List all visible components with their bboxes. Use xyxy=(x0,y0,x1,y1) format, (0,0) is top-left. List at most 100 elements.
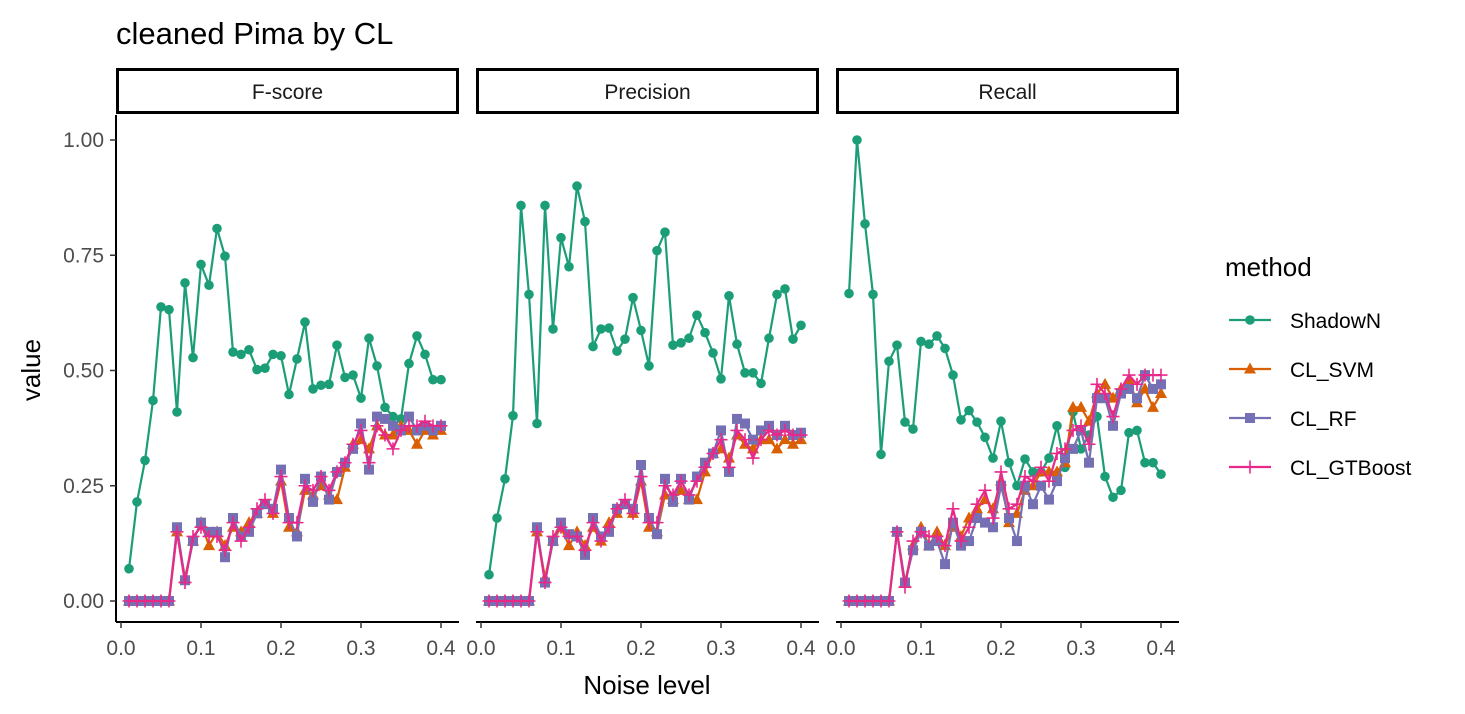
data-point xyxy=(668,340,678,350)
data-point xyxy=(698,460,712,474)
data-point xyxy=(1075,400,1087,412)
data-point xyxy=(732,413,742,424)
data-point xyxy=(538,576,552,590)
data-point xyxy=(914,525,928,539)
data-point xyxy=(996,416,1006,427)
data-point xyxy=(332,340,342,350)
series-shadown xyxy=(484,181,806,580)
y-tick-label: 0.25 xyxy=(63,475,104,498)
data-point xyxy=(1028,499,1038,510)
data-point xyxy=(356,418,366,429)
data-point xyxy=(370,419,384,433)
data-point xyxy=(500,474,510,484)
data-point xyxy=(228,347,238,357)
data-point xyxy=(1020,454,1030,464)
x-tick-label: 0.3 xyxy=(1066,637,1095,660)
data-point xyxy=(1034,460,1048,474)
x-tick-label: 0.3 xyxy=(706,637,735,660)
data-point xyxy=(924,339,934,350)
data-point xyxy=(938,539,952,553)
series-shadown xyxy=(124,223,446,574)
data-point xyxy=(284,389,294,400)
data-point xyxy=(1074,419,1088,433)
data-point xyxy=(1002,502,1016,516)
data-point xyxy=(924,540,934,551)
data-point xyxy=(964,536,974,547)
data-point xyxy=(860,219,870,229)
series-line xyxy=(847,138,1162,499)
data-point xyxy=(946,502,960,516)
data-point xyxy=(618,493,632,507)
data-point xyxy=(178,576,192,590)
data-point xyxy=(162,594,176,608)
data-point xyxy=(1052,476,1062,487)
data-point xyxy=(730,423,744,437)
data-point xyxy=(714,433,728,447)
data-point xyxy=(1036,480,1046,491)
data-point xyxy=(588,341,598,352)
data-point xyxy=(940,343,950,354)
legend-label: CL_SVM xyxy=(1290,359,1374,382)
data-point xyxy=(780,284,790,294)
data-point xyxy=(748,434,758,445)
legend-key-marker xyxy=(1243,460,1257,474)
x-tick-label: 0.0 xyxy=(466,637,495,660)
data-point xyxy=(722,460,736,474)
data-point xyxy=(746,451,760,465)
series-shadown xyxy=(844,135,1166,503)
data-point xyxy=(787,437,799,449)
data-point xyxy=(675,483,687,495)
data-point xyxy=(563,539,575,551)
data-point xyxy=(387,428,399,440)
data-point xyxy=(548,324,558,334)
data-point xyxy=(986,511,1000,525)
data-point xyxy=(1108,492,1118,503)
data-point xyxy=(308,384,318,394)
data-point xyxy=(244,344,254,355)
data-point xyxy=(226,516,240,530)
data-point xyxy=(132,497,142,507)
data-point xyxy=(754,433,768,447)
data-point xyxy=(1090,377,1104,391)
data-point xyxy=(180,278,190,288)
legend-label: ShadowN xyxy=(1290,310,1381,333)
data-point xyxy=(404,411,414,422)
data-point xyxy=(1042,474,1056,488)
data-point xyxy=(634,470,648,484)
data-point xyxy=(124,563,134,574)
data-point xyxy=(1156,379,1166,390)
data-point xyxy=(668,496,678,507)
data-point xyxy=(1124,383,1134,394)
panels: F-score 0.0 0.1 0.2 0.3 0.4 0.00 0.25 0.50 0.75 1.… xyxy=(63,68,1179,660)
data-point xyxy=(980,517,990,528)
data-point xyxy=(540,200,550,211)
data-point xyxy=(268,349,278,360)
data-point xyxy=(484,569,494,580)
data-point xyxy=(522,594,536,608)
data-point xyxy=(386,442,400,456)
series-line xyxy=(489,429,801,603)
data-point xyxy=(580,216,590,227)
data-point xyxy=(756,425,766,436)
data-point xyxy=(330,465,344,479)
data-point xyxy=(660,227,670,237)
data-point xyxy=(196,259,206,270)
data-point xyxy=(1004,457,1014,468)
data-point xyxy=(610,502,624,516)
data-point xyxy=(1076,444,1086,454)
data-point xyxy=(770,428,784,442)
x-tick-label: 0.1 xyxy=(546,637,575,660)
data-point xyxy=(994,465,1008,479)
data-point xyxy=(868,289,878,300)
facet-strip-label: F-score xyxy=(252,81,323,104)
data-point xyxy=(948,517,958,528)
data-point xyxy=(1132,425,1142,436)
data-point xyxy=(890,525,904,539)
y-axis-title: value xyxy=(16,339,46,401)
series-cl-gtboost xyxy=(122,414,448,608)
data-point xyxy=(586,516,600,530)
legend-entry-cl-gtboost: CL_GTBoost xyxy=(1229,457,1412,480)
data-point xyxy=(1067,400,1079,412)
data-point xyxy=(411,437,423,449)
data-point xyxy=(778,423,792,437)
